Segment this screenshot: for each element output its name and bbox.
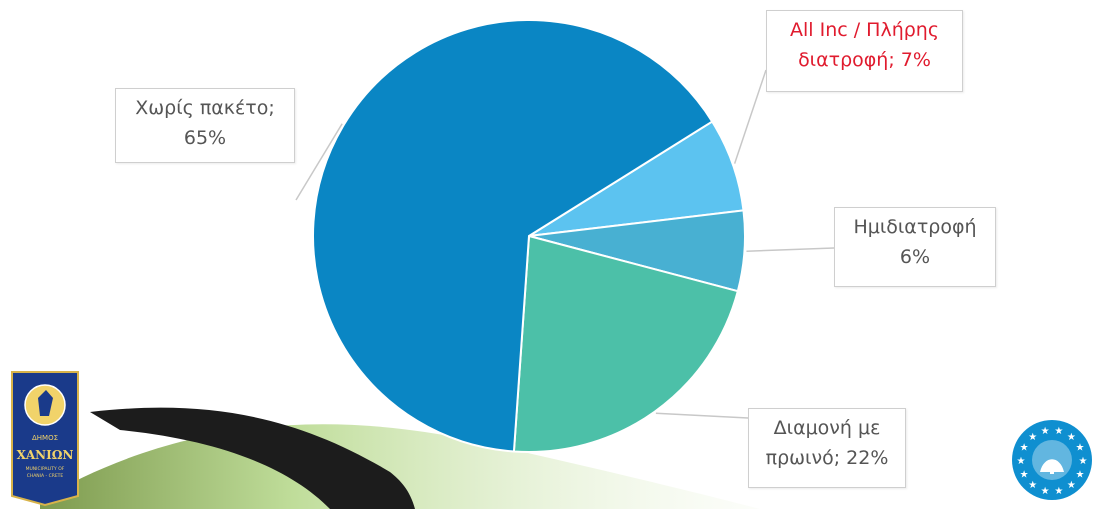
leader-line: [655, 412, 749, 419]
slice-label-text: Χωρίς πακέτο;: [135, 97, 275, 119]
emblem-star-icon: ★: [1067, 480, 1076, 491]
emblem-star-icon: ★: [1041, 486, 1050, 497]
leader-line: [746, 247, 835, 252]
pie-slice-bed-breakfast: [512, 234, 740, 453]
emblem-star-icon: ★: [1020, 443, 1029, 454]
slice-label-value: 6%: [899, 246, 931, 268]
leader-lines: [295, 69, 835, 419]
emblem-star-icon: ★: [1075, 469, 1084, 480]
slice-label-text: Ημιδιατροφή: [853, 216, 977, 238]
emblem-star-icon: ★: [1075, 443, 1084, 454]
emblem-star-icon: ★: [1028, 480, 1037, 491]
emblem-logo: ★★★★★★★★★★★ ★★★: [1012, 420, 1092, 500]
emblem-star-icon: ★: [1041, 426, 1050, 437]
logo-left-text-4: CHANIA - CRETE: [27, 473, 64, 479]
slice-label-all-inclusive: All Inc / Πλήρης διατροφή; 7%: [766, 10, 963, 92]
pie-chart: [312, 19, 746, 453]
slice-label-text: All Inc / Πλήρης: [790, 19, 939, 41]
municipality-logo: ΔΗΜΟΣ ΧΑΝΙΩΝ MUNICIPALITY OF CHANIA - CR…: [11, 371, 79, 507]
emblem-star-icon: ★: [1054, 426, 1063, 437]
slice-label-bed-breakfast: Διαμονή με πρωινό; 22%: [748, 408, 906, 488]
leader-line: [733, 69, 767, 164]
pie-slice-no-package: [312, 19, 714, 453]
slice-label-value: διατροφή; 7%: [798, 49, 931, 71]
logo-left-text-3: MUNICIPALITY OF: [26, 466, 65, 472]
slice-label-half-board: Ημιδιατροφή 6%: [834, 207, 996, 287]
slice-label-no-package: Χωρίς πακέτο; 65%: [115, 88, 295, 163]
logo-left-text-2: ΧΑΝΙΩΝ: [17, 448, 74, 462]
emblem-star-icon: ★: [1054, 486, 1063, 497]
logo-left-text-1: ΔΗΜΟΣ: [32, 434, 58, 442]
emblem-star-icon: ★: [1028, 432, 1037, 443]
emblem-star-icon: ★: [1017, 456, 1026, 467]
emblem-star-icon: ★: [1067, 432, 1076, 443]
decorative-swoosh: [40, 407, 760, 509]
emblem-star-icon: ★: [1020, 469, 1029, 480]
slice-label-text: Διαμονή με: [773, 417, 881, 439]
leader-line: [295, 123, 343, 201]
emblem-star-icon: ★: [1079, 456, 1088, 467]
slice-label-value: 65%: [183, 127, 227, 149]
slice-label-value: πρωινό; 22%: [765, 447, 889, 469]
